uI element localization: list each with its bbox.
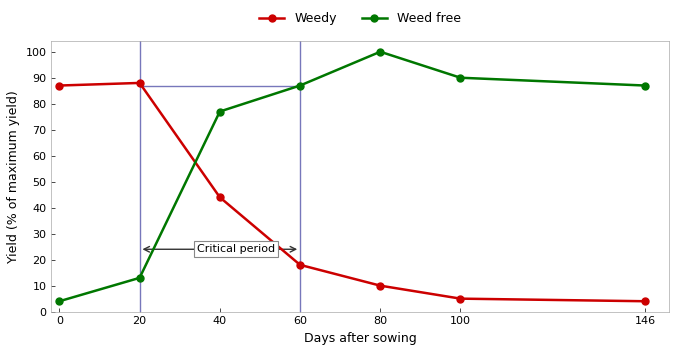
Legend: Weedy, Weed free: Weedy, Weed free xyxy=(254,7,466,30)
Text: Critical period: Critical period xyxy=(197,244,275,254)
Weed free xyxy=(136,276,144,280)
Weed free xyxy=(296,83,304,88)
Weedy xyxy=(216,195,224,199)
Y-axis label: Yield (% of maximum yield): Yield (% of maximum yield) xyxy=(7,90,20,263)
Weedy xyxy=(136,81,144,85)
Line: Weedy: Weedy xyxy=(56,80,648,305)
Weed free xyxy=(456,76,464,80)
Weed free xyxy=(216,109,224,114)
Weed free xyxy=(641,83,649,88)
Line: Weed free: Weed free xyxy=(56,48,648,305)
Weedy xyxy=(55,83,64,88)
Weedy xyxy=(377,284,385,288)
Weedy xyxy=(456,296,464,301)
X-axis label: Days after sowing: Days after sowing xyxy=(304,332,416,345)
Weedy xyxy=(641,299,649,303)
Weedy xyxy=(296,263,304,267)
Weed free xyxy=(377,50,385,54)
Weed free xyxy=(55,299,64,303)
